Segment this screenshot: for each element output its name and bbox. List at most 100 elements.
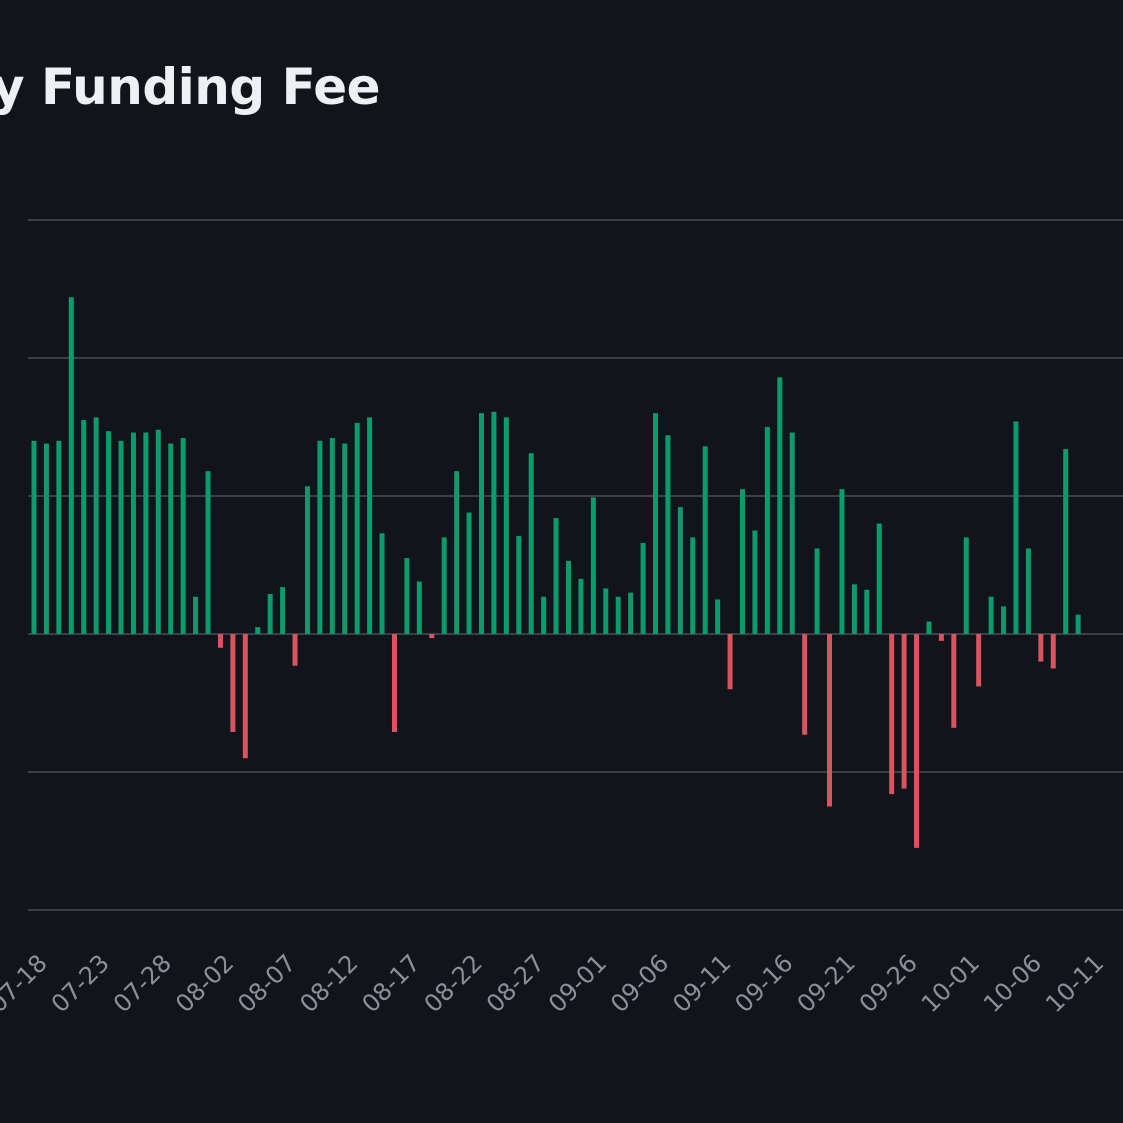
funding-bar-08-29[interactable] — [541, 596, 547, 634]
funding-bar-09-06[interactable] — [640, 542, 646, 634]
funding-bar-09-29[interactable] — [926, 621, 932, 634]
funding-bar-09-09[interactable] — [677, 507, 683, 634]
funding-bar-09-27[interactable] — [901, 634, 907, 789]
funding-bar-09-01[interactable] — [578, 578, 584, 634]
funding-bar-08-18[interactable] — [404, 558, 410, 634]
funding-bar-08-03[interactable] — [217, 634, 223, 648]
funding-bar-07-19[interactable] — [31, 440, 37, 634]
funding-bar-07-30[interactable] — [168, 443, 174, 634]
funding-bar-09-22[interactable] — [839, 489, 845, 634]
funding-bar-09-12[interactable] — [715, 599, 721, 635]
funding-bar-10-04[interactable] — [988, 596, 994, 634]
funding-bar-07-25[interactable] — [106, 431, 112, 634]
funding-bar-07-26[interactable] — [118, 440, 124, 634]
funding-bar-09-07[interactable] — [653, 413, 658, 634]
funding-bar-08-30[interactable] — [553, 518, 559, 634]
funding-bar-08-07[interactable] — [267, 593, 273, 634]
funding-bar-08-02[interactable] — [205, 471, 211, 634]
x-tick-label: 10-01 — [916, 949, 985, 1018]
funding-bar-10-07[interactable] — [1025, 548, 1031, 634]
funding-bar-09-10[interactable] — [690, 537, 696, 634]
funding-bar-08-13[interactable] — [342, 443, 348, 634]
x-tick-label: 07-23 — [46, 949, 115, 1018]
funding-bar-08-26[interactable] — [503, 417, 509, 634]
x-tick-label: 09-01 — [543, 949, 612, 1018]
funding-bar-07-29[interactable] — [155, 429, 161, 634]
funding-bar-09-11[interactable] — [702, 446, 708, 634]
funding-bar-09-15[interactable] — [752, 530, 758, 635]
funding-bar-08-21[interactable] — [441, 537, 447, 634]
funding-bar-08-05[interactable] — [242, 634, 248, 759]
funding-bar-08-22[interactable] — [454, 471, 460, 634]
funding-bar-07-31[interactable] — [180, 438, 186, 634]
funding-bar-08-16[interactable] — [379, 533, 385, 634]
x-tick-label: 08-17 — [357, 949, 426, 1018]
funding-bar-08-08[interactable] — [280, 587, 286, 634]
x-tick-label: 09-21 — [792, 949, 861, 1018]
funding-bar-07-24[interactable] — [93, 417, 99, 634]
funding-bar-08-12[interactable] — [329, 438, 335, 634]
funding-bar-10-06[interactable] — [1013, 421, 1019, 634]
funding-bar-07-20[interactable] — [43, 443, 49, 634]
funding-bar-09-16[interactable] — [764, 427, 770, 634]
funding-bar-08-15[interactable] — [367, 417, 373, 634]
funding-bar-09-04[interactable] — [615, 596, 621, 634]
funding-bar-08-09[interactable] — [292, 634, 298, 666]
funding-bar-07-27[interactable] — [130, 432, 136, 634]
funding-bar-09-13[interactable] — [727, 634, 733, 690]
funding-bar-08-19[interactable] — [416, 581, 422, 634]
funding-bar-08-20[interactable] — [429, 634, 435, 639]
funding-bar-09-03[interactable] — [603, 588, 609, 634]
funding-bar-09-17[interactable] — [777, 377, 783, 634]
funding-bar-10-11[interactable] — [1075, 614, 1081, 634]
funding-bar-08-11[interactable] — [317, 440, 323, 634]
funding-bar-09-25[interactable] — [876, 523, 882, 634]
funding-bar-10-01[interactable] — [951, 634, 957, 728]
funding-bar-09-26[interactable] — [889, 634, 895, 795]
funding-bar-10-02[interactable] — [963, 537, 969, 634]
funding-bar-08-24[interactable] — [478, 413, 484, 634]
x-tick-label: 07-28 — [108, 949, 177, 1018]
funding-bar-08-25[interactable] — [491, 411, 497, 634]
x-tick-label: 10-11 — [1040, 949, 1109, 1018]
funding-bar-09-24[interactable] — [864, 589, 870, 634]
x-tick-label: 09-11 — [667, 949, 736, 1018]
funding-bar-08-04[interactable] — [230, 634, 236, 732]
funding-bar-08-27[interactable] — [516, 536, 522, 634]
funding-bar-07-22[interactable] — [68, 297, 74, 634]
funding-bar-09-14[interactable] — [740, 489, 746, 634]
funding-bar-08-01[interactable] — [193, 596, 199, 634]
x-tick-label: 08-22 — [419, 949, 488, 1018]
funding-bar-08-28[interactable] — [528, 453, 534, 634]
funding-bar-08-31[interactable] — [565, 560, 571, 634]
funding-bar-08-17[interactable] — [391, 634, 397, 732]
funding-bar-09-02[interactable] — [590, 497, 596, 634]
funding-bar-08-10[interactable] — [304, 486, 310, 634]
funding-bar-08-14[interactable] — [354, 422, 360, 634]
funding-bar-09-19[interactable] — [802, 634, 808, 735]
funding-bar-09-05[interactable] — [628, 592, 634, 634]
funding-bar-09-08[interactable] — [665, 435, 671, 634]
funding-bar-10-03[interactable] — [976, 634, 982, 687]
chart-title: y Funding Fee — [0, 58, 381, 116]
funding-bar-09-21[interactable] — [827, 634, 833, 807]
funding-bar-08-23[interactable] — [466, 512, 472, 634]
x-tick-label: 08-07 — [232, 949, 301, 1018]
funding-bar-09-20[interactable] — [814, 548, 820, 634]
funding-bar-09-28[interactable] — [914, 634, 920, 848]
funding-bar-10-10[interactable] — [1063, 449, 1069, 634]
funding-bar-08-06[interactable] — [255, 627, 261, 634]
funding-bar-10-09[interactable] — [1050, 634, 1056, 669]
funding-bar-10-08[interactable] — [1038, 634, 1044, 662]
funding-bar-10-05[interactable] — [1001, 606, 1007, 634]
funding-bar-07-28[interactable] — [143, 432, 149, 634]
funding-bar-07-23[interactable] — [81, 420, 87, 634]
x-tick-label: 09-16 — [729, 949, 798, 1018]
x-tick-label: 08-27 — [481, 949, 550, 1018]
funding-bar-09-30[interactable] — [938, 634, 944, 641]
funding-bar-07-21[interactable] — [56, 440, 62, 634]
funding-bar-09-23[interactable] — [851, 584, 857, 634]
funding-bar-09-18[interactable] — [789, 432, 795, 634]
